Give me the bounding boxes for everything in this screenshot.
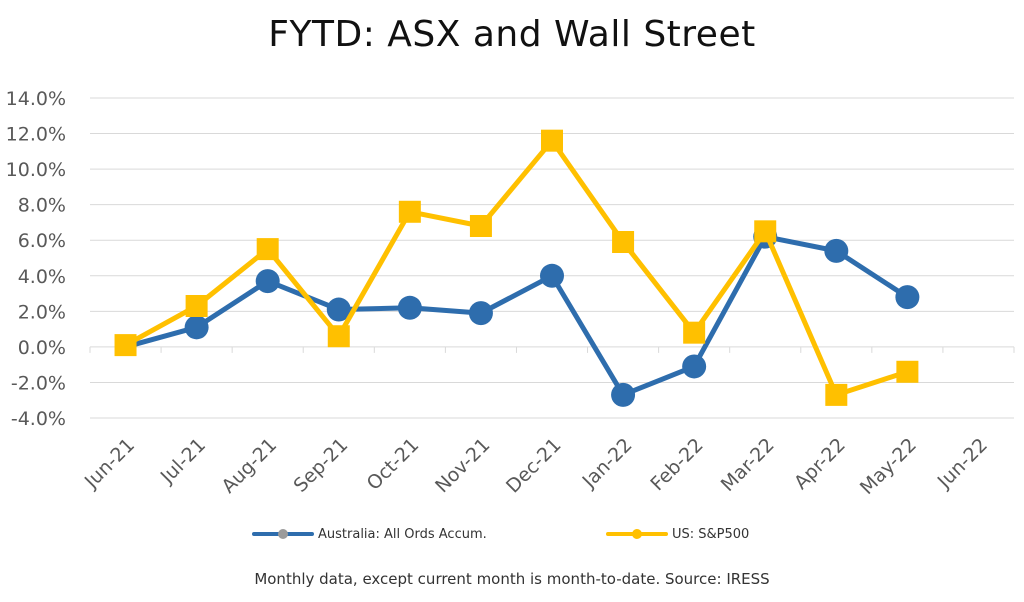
x-tick-label: Jun-21 bbox=[80, 434, 139, 493]
y-tick-label: 10.0% bbox=[6, 159, 66, 181]
data-point bbox=[896, 360, 919, 383]
series-line bbox=[123, 234, 910, 398]
data-point bbox=[397, 295, 422, 320]
data-point bbox=[683, 321, 706, 344]
x-tick-label: Apr-22 bbox=[790, 434, 850, 494]
data-point bbox=[611, 382, 636, 407]
x-tick-label: Jul-21 bbox=[156, 434, 210, 488]
y-tick-label: 2.0% bbox=[18, 301, 66, 323]
y-tick-label: -2.0% bbox=[11, 372, 66, 394]
legend-label-australia: Australia: All Ords Accum. bbox=[318, 526, 487, 542]
data-point bbox=[754, 220, 777, 243]
data-point bbox=[256, 238, 279, 261]
data-point bbox=[612, 231, 635, 253]
data-point bbox=[326, 297, 351, 322]
data-point bbox=[541, 129, 563, 152]
data-point bbox=[114, 334, 137, 357]
data-point bbox=[398, 200, 421, 223]
legend-item-us: US: S&P500 bbox=[606, 524, 749, 544]
data-point bbox=[824, 238, 849, 263]
x-tick-label: Feb-22 bbox=[646, 434, 707, 495]
data-point bbox=[255, 269, 280, 294]
series-line bbox=[123, 138, 910, 398]
y-axis-tick-labels: 14.0% 12.0% 10.0% 8.0% 6.0% 4.0% 2.0% 0.0% -2.0%… bbox=[6, 88, 66, 430]
chart-title: FYTD: ASX and Wall Street bbox=[268, 14, 756, 55]
series-layer bbox=[114, 129, 920, 407]
data-point bbox=[184, 315, 209, 340]
legend: Australia: All Ords Accum. US: S&P500 bbox=[0, 524, 1024, 544]
data-point bbox=[468, 301, 493, 326]
y-tick-label: 0.0% bbox=[18, 337, 66, 359]
data-point bbox=[825, 383, 848, 406]
chart-footnote: Monthly data, except current month is mo… bbox=[254, 570, 770, 588]
data-point bbox=[327, 325, 350, 348]
legend-item-australia: Australia: All Ords Accum. bbox=[252, 524, 487, 544]
data-point bbox=[540, 263, 564, 288]
x-tick-label: Dec-21 bbox=[502, 434, 566, 498]
series-us bbox=[114, 129, 919, 406]
data-point bbox=[895, 285, 920, 310]
x-tick-label: Mar-22 bbox=[717, 434, 779, 496]
series-australia bbox=[121, 224, 920, 407]
y-tick-label: 8.0% bbox=[18, 195, 66, 217]
y-tick-label: 4.0% bbox=[18, 266, 66, 288]
data-point bbox=[469, 215, 492, 237]
data-point bbox=[682, 354, 707, 379]
x-tick-label: Oct-21 bbox=[363, 434, 424, 495]
data-point bbox=[185, 295, 208, 317]
x-tick-label: Aug-21 bbox=[217, 434, 281, 498]
x-tick-label: Jan-22 bbox=[578, 434, 637, 493]
x-axis-tick-labels: Jun-21 Jul-21 Aug-21 Sep-21 Oct-21 Nov-21 Dec-… bbox=[80, 434, 992, 499]
x-tick-label: Jun-22 bbox=[933, 434, 992, 493]
legend-swatch-australia bbox=[252, 524, 314, 544]
x-tick-label: Sep-21 bbox=[289, 434, 352, 497]
x-tick-label: May-22 bbox=[856, 434, 921, 499]
y-tick-label: 12.0% bbox=[6, 124, 66, 146]
y-tick-label: -4.0% bbox=[11, 408, 66, 430]
legend-label-us: US: S&P500 bbox=[672, 526, 750, 542]
x-tick-label: Nov-21 bbox=[431, 434, 494, 497]
y-tick-label: 14.0% bbox=[6, 88, 66, 110]
y-tick-label: 6.0% bbox=[18, 230, 66, 252]
legend-swatch-us bbox=[606, 524, 668, 544]
